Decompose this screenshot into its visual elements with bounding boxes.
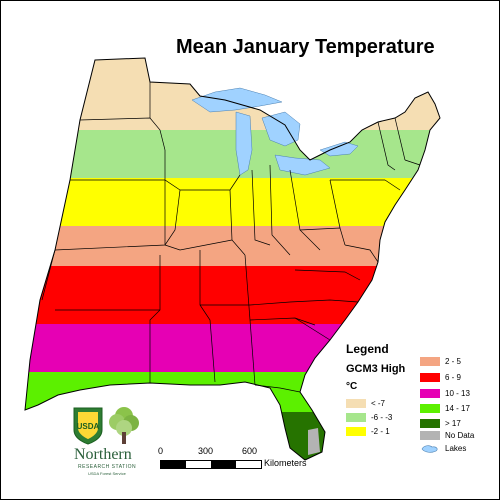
legend-item: 6 - 9: [420, 372, 461, 383]
shield-text: USDA: [77, 422, 100, 431]
legend-swatch: [420, 357, 440, 366]
scale-tick-label: 0: [158, 446, 164, 456]
legend-swatch: [346, 413, 366, 422]
great-lakes: [191, 87, 359, 176]
legend-swatch: [420, 389, 440, 398]
legend-swatch: [420, 419, 440, 428]
legend-item: -6 - -3: [346, 412, 392, 423]
legend-swatch: [420, 373, 440, 382]
legend-item: 14 - 17: [420, 403, 470, 414]
legend-item: -2 - 1: [346, 426, 390, 437]
legend-title: Legend: [346, 342, 389, 356]
legend-swatch: [346, 399, 366, 408]
map-legend: Legend GCM3 High °C < -7 -6 - -3 -2 - 1 …: [344, 340, 494, 453]
band-6-9: [25, 266, 440, 324]
legend-item: Lakes: [420, 443, 466, 454]
legend-swatch: [420, 404, 440, 413]
no-data-patch: [308, 428, 320, 455]
tree-icon: [109, 407, 139, 444]
logo-name: Northern: [74, 446, 132, 463]
legend-label: < -7: [371, 399, 386, 408]
legend-item: No Data: [420, 430, 474, 441]
legend-label: 6 - 9: [445, 373, 462, 382]
legend-label: -6 - -3: [371, 413, 393, 422]
scale-tick-label: 300: [198, 446, 214, 456]
legend-unit: °C: [346, 381, 358, 392]
legend-item: 2 - 5: [420, 356, 461, 367]
map-title: Mean January Temperature: [176, 36, 435, 58]
legend-label: Lakes: [445, 444, 467, 453]
logo-agency: USDA Forest Service: [88, 471, 126, 476]
lakes-icon: [421, 445, 438, 453]
legend-swatch: [420, 431, 440, 440]
scale-bar: 0 300 600 Kilometers: [158, 446, 320, 474]
legend-label: > 17: [445, 419, 461, 428]
scale-unit: Kilometers: [264, 458, 307, 468]
legend-swatch: [346, 427, 366, 436]
scale-bar-graphic: [160, 460, 262, 469]
legend-label: 14 - 17: [445, 404, 470, 413]
legend-label: 2 - 5: [445, 357, 462, 366]
band-minus6-minus3: [25, 130, 440, 178]
legend-scenario: GCM3 High: [346, 363, 406, 375]
band-gt-17-edge: [30, 418, 60, 440]
legend-label: No Data: [445, 431, 475, 440]
legend-label: -2 - 1: [371, 427, 390, 436]
scale-tick-label: 600: [242, 446, 258, 456]
legend-label: 10 - 13: [445, 389, 470, 398]
band-2-5: [25, 226, 440, 266]
state-boundaries: [24, 57, 441, 461]
legend-item: < -7: [346, 398, 385, 409]
legend-item: > 17: [420, 418, 461, 429]
band-minus2-1: [25, 178, 440, 226]
legend-item: 10 - 13: [420, 388, 470, 399]
forest-service-logo: USDA: [73, 407, 139, 445]
logo-subtitle: RESEARCH STATION: [78, 464, 137, 470]
